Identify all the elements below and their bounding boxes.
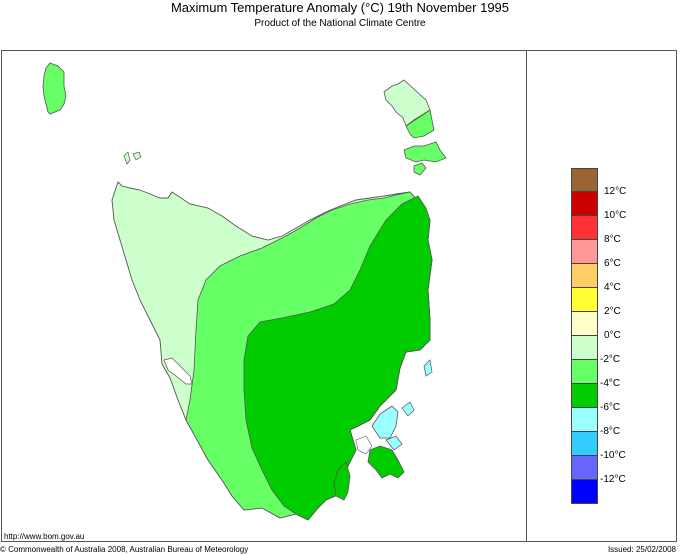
legend-label: -4°C xyxy=(600,378,621,389)
se-island-cold-1 xyxy=(401,401,415,417)
mainland-dark-zone xyxy=(243,195,433,521)
bruny-island xyxy=(333,461,351,501)
issued-date: Issued: 25/02/2008 xyxy=(607,545,676,554)
legend-label: -10°C xyxy=(600,450,626,461)
legend-swatch xyxy=(571,312,598,336)
legend-swatch xyxy=(571,240,598,264)
legend-swatch xyxy=(571,168,598,192)
legend-label: -8°C xyxy=(600,426,621,437)
copyright-notice: © Commonwealth of Australia 2008, Austra… xyxy=(0,545,249,554)
legend-swatch xyxy=(571,360,598,384)
map-subtitle: Product of the National Climate Centre xyxy=(254,18,426,29)
legend-label: -12°C xyxy=(600,474,626,485)
cape-barren-island xyxy=(403,141,447,163)
legend-label: 6°C xyxy=(604,258,621,269)
se-island-cold-2 xyxy=(385,435,403,451)
macquarie-harbour xyxy=(163,357,193,385)
legend-label: 4°C xyxy=(604,282,621,293)
nw-island-2 xyxy=(132,151,142,161)
legend-label: -6°C xyxy=(600,402,621,413)
legend-swatch xyxy=(571,480,598,504)
king-island xyxy=(42,62,67,115)
color-legend xyxy=(571,168,598,504)
tasman-peninsula xyxy=(367,445,405,479)
legend-swatch xyxy=(571,456,598,480)
legend-swatch xyxy=(571,432,598,456)
map-frame xyxy=(1,50,677,542)
legend-label: 12°C xyxy=(604,186,627,197)
tasmania-anomaly-map xyxy=(42,62,447,521)
east-coast-cold xyxy=(423,359,433,377)
legend-swatch xyxy=(571,192,598,216)
legend-swatch xyxy=(571,336,598,360)
legend-label: 10°C xyxy=(604,210,627,221)
legend-label: 8°C xyxy=(604,234,621,245)
legend-swatch xyxy=(571,288,598,312)
source-url[interactable]: http://www.bom.gov.au xyxy=(4,532,85,541)
legend-divider xyxy=(526,50,527,542)
legend-swatch xyxy=(571,384,598,408)
legend-label: 0°C xyxy=(604,330,621,341)
flinders-island-north xyxy=(383,79,431,127)
flinders-island-south xyxy=(405,109,435,139)
legend-label: 2°C xyxy=(604,306,621,317)
legend-swatch xyxy=(571,264,598,288)
map-title: Maximum Temperature Anomaly (°C) 19th No… xyxy=(170,0,510,15)
legend-swatch xyxy=(571,216,598,240)
derwent-cold-zone xyxy=(371,405,399,439)
legend-swatch xyxy=(571,408,598,432)
nw-island-1 xyxy=(123,151,131,165)
clarke-island xyxy=(413,162,427,176)
legend-label: -2°C xyxy=(600,354,621,365)
storm-bay xyxy=(355,435,373,455)
